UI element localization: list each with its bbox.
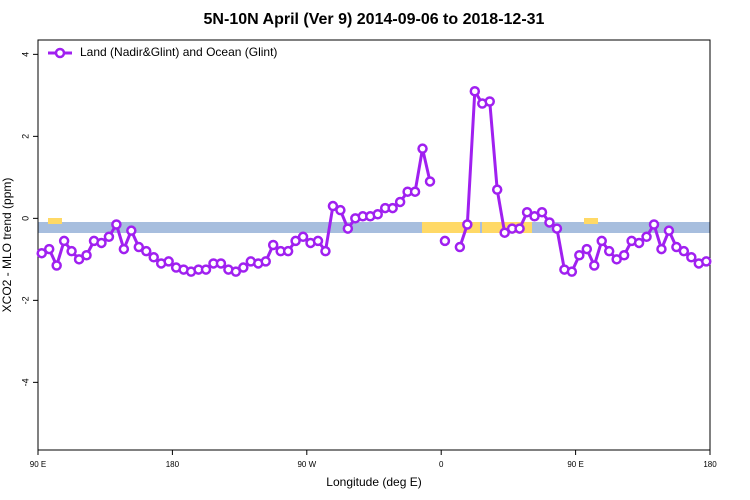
point bbox=[544, 217, 555, 228]
point bbox=[267, 239, 279, 251]
x-tick-label: 180 bbox=[166, 460, 180, 469]
point bbox=[454, 241, 466, 253]
point bbox=[51, 260, 62, 271]
point bbox=[126, 225, 137, 236]
point bbox=[36, 247, 47, 259]
point bbox=[133, 241, 145, 253]
point bbox=[521, 206, 533, 218]
point bbox=[671, 241, 682, 253]
land-patch bbox=[584, 218, 598, 224]
point bbox=[312, 235, 324, 247]
point bbox=[58, 235, 70, 247]
point bbox=[641, 231, 652, 243]
legend-label: Land (Nadir&Glint) and Ocean (Glint) bbox=[80, 45, 277, 59]
y-tick-label: -4 bbox=[20, 378, 30, 386]
point bbox=[596, 235, 607, 247]
x-tick-label: 0 bbox=[439, 460, 444, 469]
point bbox=[529, 211, 540, 222]
point bbox=[342, 223, 354, 234]
point bbox=[469, 86, 481, 97]
point bbox=[663, 225, 675, 236]
point bbox=[111, 219, 122, 230]
point bbox=[574, 250, 585, 261]
point bbox=[297, 231, 309, 243]
x-tick-label: 90 E bbox=[567, 460, 583, 469]
point bbox=[656, 243, 667, 255]
point bbox=[611, 254, 622, 265]
point bbox=[648, 219, 660, 230]
x-axis-label: Longitude (deg E) bbox=[326, 475, 421, 489]
point bbox=[536, 206, 548, 218]
point bbox=[603, 245, 615, 257]
chart-title: 5N-10N April (Ver 9) 2014-09-06 to 2018-… bbox=[204, 11, 545, 28]
point bbox=[409, 186, 421, 197]
point bbox=[96, 237, 107, 249]
plot-frame bbox=[37, 39, 711, 451]
point bbox=[686, 252, 697, 263]
point bbox=[551, 223, 563, 234]
point bbox=[678, 245, 690, 257]
point bbox=[618, 250, 630, 261]
point bbox=[462, 219, 473, 230]
point bbox=[320, 245, 331, 257]
y-tick-label: 4 bbox=[20, 52, 30, 57]
point bbox=[43, 243, 55, 255]
point bbox=[103, 231, 115, 243]
point bbox=[290, 235, 301, 247]
point bbox=[230, 266, 242, 277]
surface-band bbox=[38, 218, 710, 233]
point bbox=[200, 264, 212, 275]
point bbox=[633, 237, 645, 249]
x-tick-label: 90 W bbox=[297, 460, 316, 469]
point bbox=[327, 200, 339, 212]
point bbox=[499, 227, 510, 238]
point bbox=[73, 254, 85, 265]
land-patch bbox=[422, 222, 480, 233]
point bbox=[148, 252, 159, 263]
x-tick-label: 90 E bbox=[30, 460, 46, 469]
point bbox=[701, 256, 712, 267]
point bbox=[372, 209, 383, 220]
point bbox=[491, 184, 503, 195]
ocean-band bbox=[38, 222, 710, 233]
point bbox=[238, 262, 249, 273]
point bbox=[387, 202, 398, 214]
y-tick-label: 0 bbox=[20, 216, 30, 221]
point bbox=[163, 256, 174, 267]
y-tick-label: -2 bbox=[20, 296, 30, 304]
point bbox=[566, 266, 578, 277]
legend-marker bbox=[54, 47, 66, 59]
y-axis-label: XCO2 - MLO trend (ppm) bbox=[0, 178, 14, 313]
point bbox=[417, 143, 428, 154]
point bbox=[514, 223, 525, 234]
point bbox=[589, 260, 600, 271]
point bbox=[66, 245, 77, 257]
point bbox=[215, 258, 227, 269]
land-patch bbox=[48, 218, 62, 224]
y-tick-label: 2 bbox=[20, 134, 30, 139]
x-tick-label: 180 bbox=[703, 460, 717, 469]
point bbox=[424, 176, 436, 187]
point bbox=[118, 243, 130, 255]
point bbox=[394, 196, 406, 208]
point bbox=[581, 243, 593, 255]
point bbox=[141, 245, 152, 257]
point bbox=[260, 256, 271, 267]
point bbox=[439, 235, 451, 247]
point bbox=[282, 245, 294, 257]
point bbox=[81, 250, 92, 261]
point bbox=[484, 96, 495, 107]
point bbox=[335, 204, 346, 216]
